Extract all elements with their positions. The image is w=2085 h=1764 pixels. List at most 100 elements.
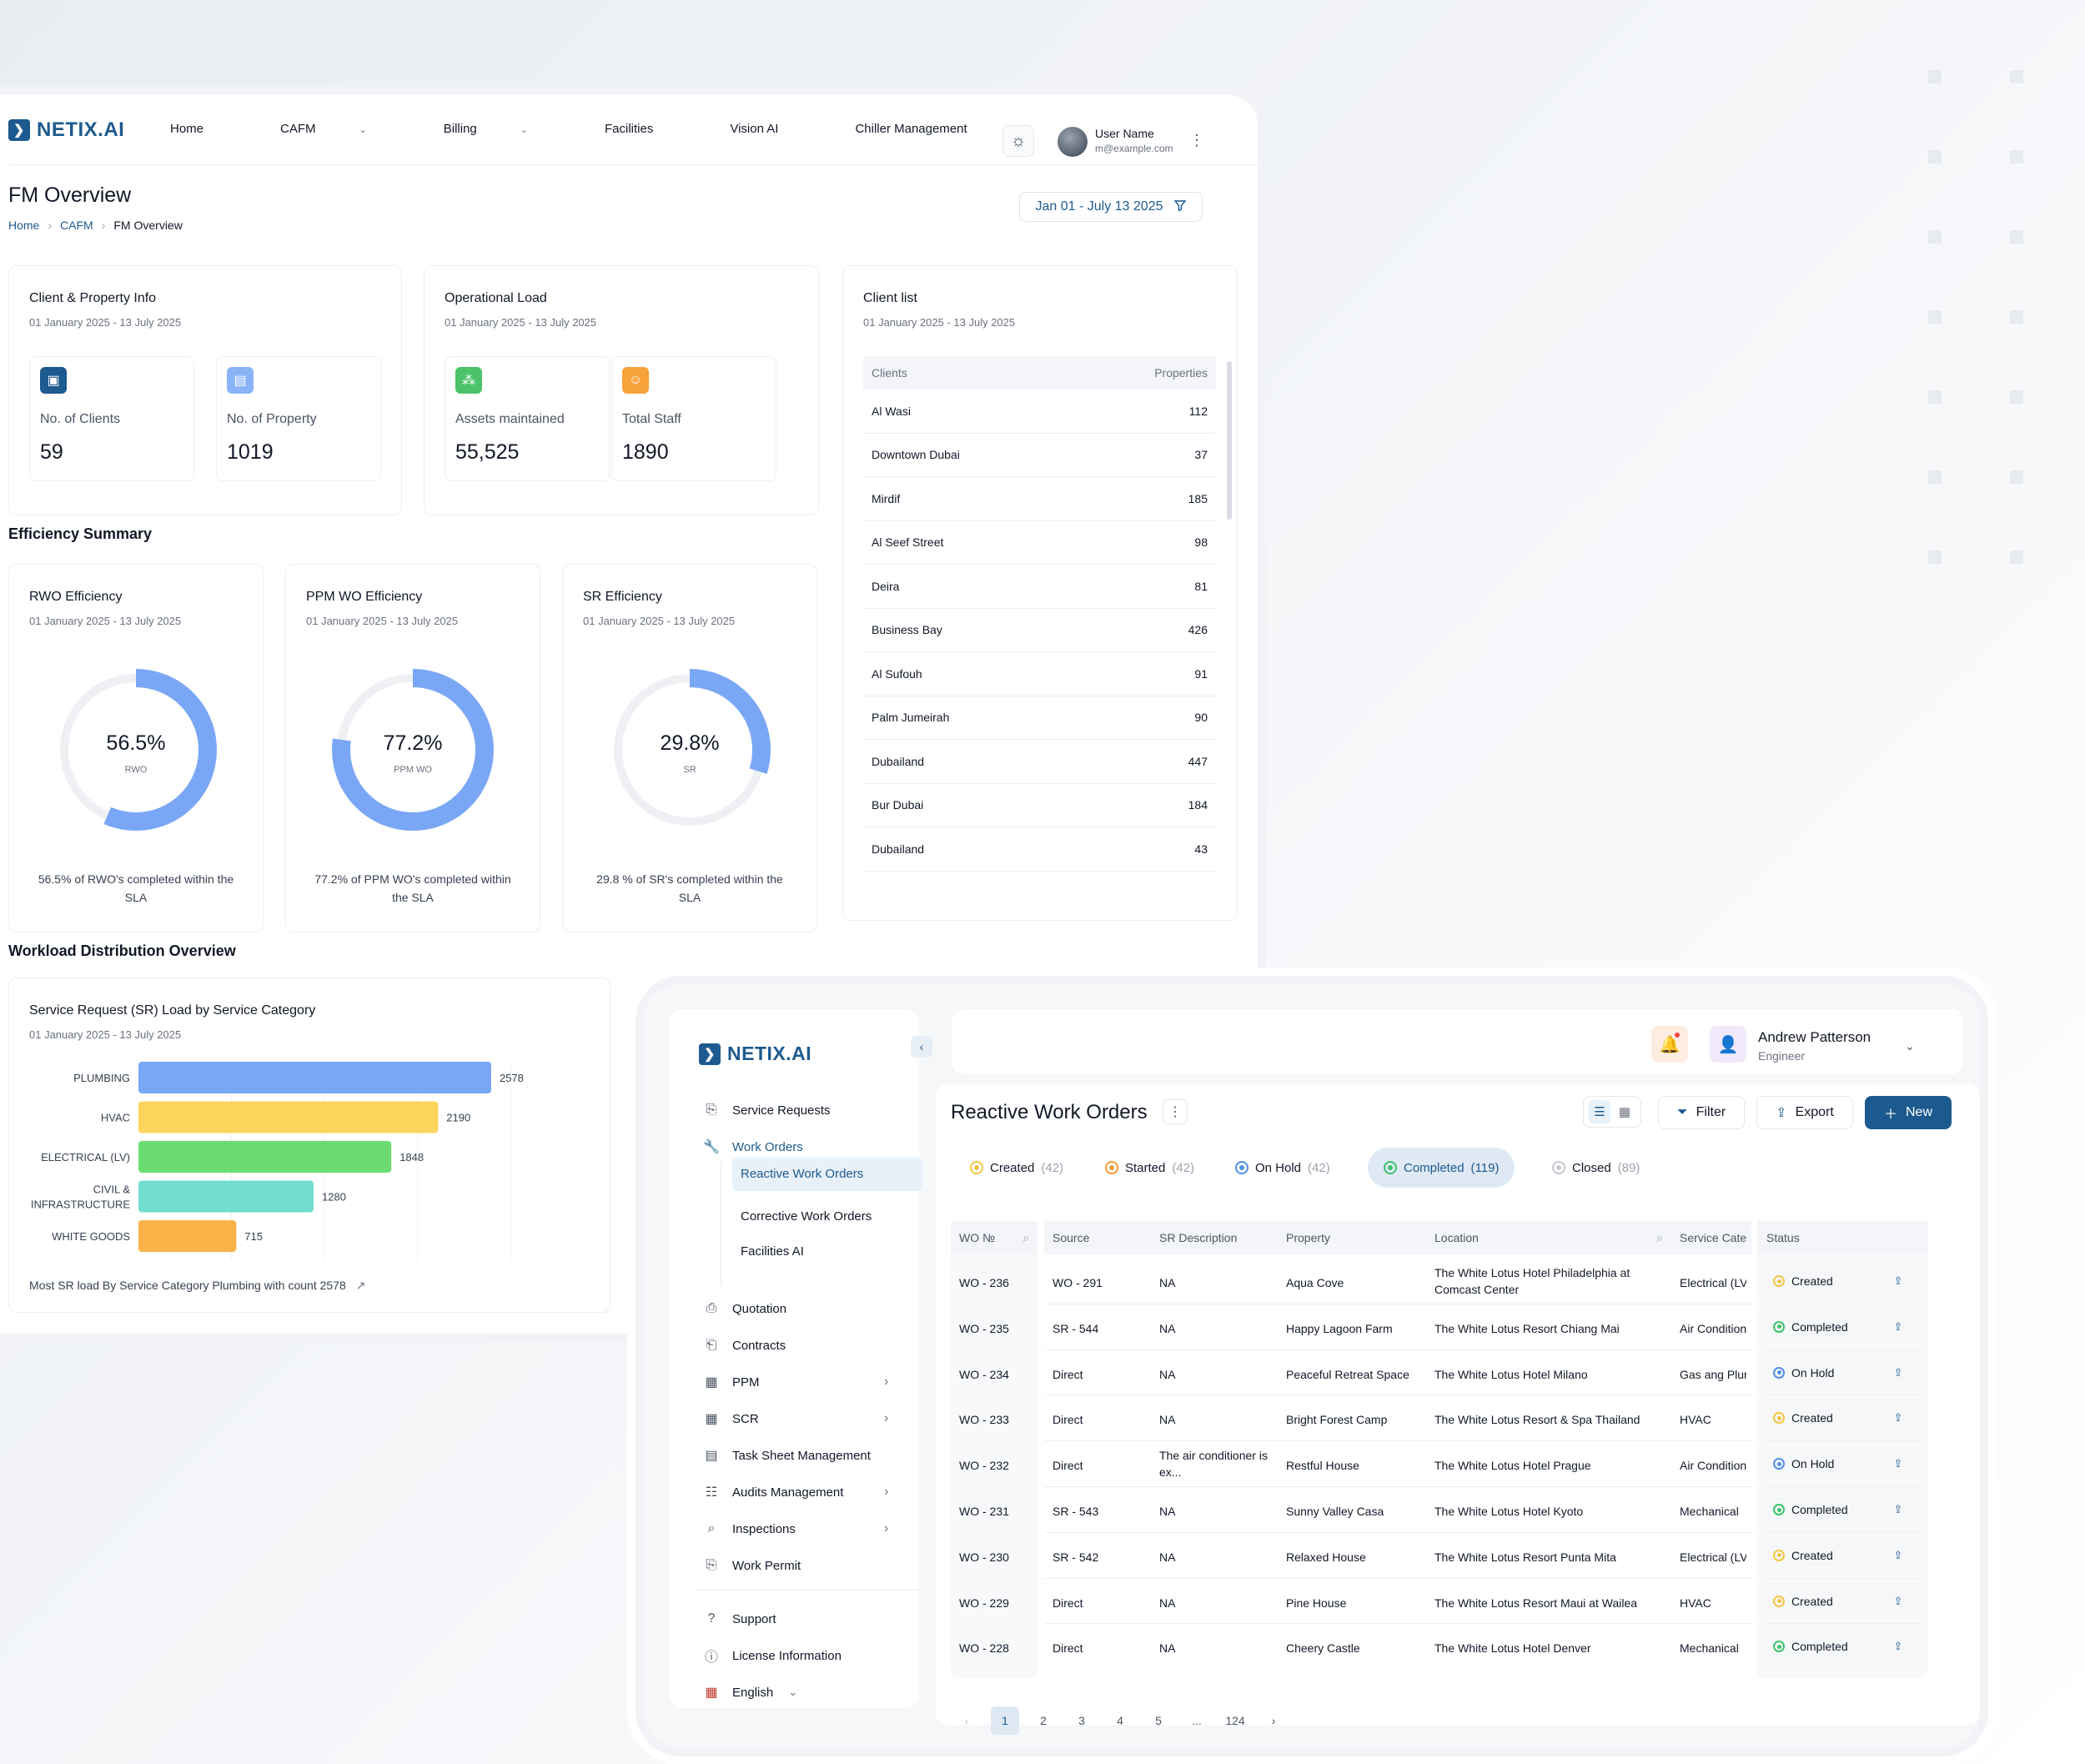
- row-action-icon[interactable]: ⇪: [1887, 1406, 1910, 1430]
- client-name: Dubailand: [872, 754, 925, 768]
- status-tab-completed[interactable]: Completed (119): [1368, 1148, 1515, 1188]
- cell-location: The White Lotus Hotel Milano: [1434, 1367, 1588, 1381]
- nav-item-billing[interactable]: Billing ⌄: [444, 122, 566, 136]
- table-row[interactable]: Bur Dubai 184: [863, 784, 1216, 827]
- row-action-icon[interactable]: ⇪: [1887, 1635, 1910, 1659]
- row-action-icon[interactable]: ⇪: [1887, 1314, 1910, 1339]
- table-row[interactable]: Palm Jumeirah 90: [863, 696, 1216, 740]
- contact-card-icon: ▣: [40, 367, 67, 394]
- chevron-down-icon[interactable]: ⌄: [1905, 1039, 1915, 1053]
- cell-wo[interactable]: WO - 231: [959, 1505, 1009, 1518]
- sidebar-item-quotation[interactable]: ⎙ Quotation: [702, 1299, 786, 1318]
- nav-item-vision-ai[interactable]: Vision AI: [730, 122, 816, 136]
- search-icon[interactable]: ⌕: [1656, 1230, 1663, 1244]
- page-number[interactable]: 3: [1078, 1714, 1085, 1727]
- table-row[interactable]: Al Wasi 112: [863, 389, 1216, 434]
- avatar[interactable]: [1058, 127, 1088, 157]
- cell-wo[interactable]: WO - 230: [959, 1550, 1009, 1564]
- column-header-properties[interactable]: Properties: [1154, 366, 1208, 379]
- submenu-corrective-work-orders[interactable]: Corrective Work Orders: [741, 1209, 872, 1224]
- status-tab-on-hold[interactable]: On Hold (42): [1219, 1148, 1346, 1188]
- cell-wo[interactable]: WO - 234: [959, 1367, 1009, 1381]
- status-tab-started[interactable]: Started (42): [1089, 1148, 1210, 1188]
- cell-wo[interactable]: WO - 228: [959, 1641, 1009, 1656]
- status-tab-created[interactable]: Created (42): [954, 1148, 1079, 1188]
- column-header[interactable]: Location ⌕: [1426, 1221, 1671, 1254]
- sidebar-item-scr[interactable]: ▦ SCR ›: [702, 1410, 888, 1428]
- column-header[interactable]: SR Description: [1151, 1221, 1278, 1254]
- filter-button[interactable]: ⏷ Filter: [1658, 1096, 1745, 1129]
- breadcrumb-cafm[interactable]: CAFM: [60, 219, 93, 232]
- nav-item-facilities[interactable]: Facilities: [605, 122, 691, 136]
- user-avatar-icon[interactable]: 👤: [1710, 1026, 1746, 1063]
- column-header[interactable]: Status: [1758, 1221, 1928, 1254]
- view-toggle: ☰ ▦: [1583, 1096, 1641, 1128]
- sidebar-item-license-information[interactable]: ⓘ License Information: [702, 1646, 842, 1666]
- page-number[interactable]: 2: [1040, 1714, 1047, 1727]
- date-range-filter[interactable]: Jan 01 - July 13 2025: [1019, 192, 1203, 222]
- row-action-icon[interactable]: ⇪: [1887, 1543, 1910, 1567]
- cell-service: Electrical (LV: [1680, 1276, 1746, 1289]
- page-number[interactable]: 5: [1155, 1714, 1162, 1727]
- table-row[interactable]: Dubailand 447: [863, 740, 1216, 784]
- submenu-facilities-ai[interactable]: Facilities AI: [741, 1244, 804, 1259]
- sidebar-item-support[interactable]: ? Support: [702, 1610, 776, 1628]
- more-options-icon[interactable]: ⋮: [1163, 1099, 1188, 1124]
- sidebar-item-contracts[interactable]: ⎗ Contracts: [702, 1336, 786, 1354]
- sidebar-item-inspections[interactable]: ⌕ Inspections ›: [702, 1520, 889, 1538]
- row-action-icon[interactable]: ⇪: [1887, 1498, 1910, 1521]
- sidebar-item-english[interactable]: ▦ English ⌄: [702, 1683, 797, 1701]
- cell-wo[interactable]: WO - 235: [959, 1321, 1009, 1335]
- nav-item-cafm[interactable]: CAFM ⌄: [280, 122, 405, 136]
- table-row[interactable]: Al Sufouh 91: [863, 652, 1216, 696]
- netix-logo-icon: ❯: [699, 1043, 721, 1065]
- user-name[interactable]: Andrew Patterson: [1758, 1029, 1871, 1045]
- grid-view-icon[interactable]: ▦: [1618, 1105, 1631, 1119]
- table-row[interactable]: Mirdif 185: [863, 477, 1216, 521]
- row-action-icon[interactable]: ⇪: [1887, 1452, 1910, 1476]
- column-header[interactable]: WO № ⌕: [951, 1221, 1037, 1254]
- cell-wo[interactable]: WO - 236: [959, 1276, 1009, 1289]
- table-row[interactable]: Dubailand 43: [863, 827, 1216, 872]
- collapse-sidebar-chevron-left-icon[interactable]: ‹: [911, 1036, 932, 1058]
- notification-bell-icon[interactable]: 🔔: [1651, 1026, 1688, 1063]
- search-icon[interactable]: ⌕: [1022, 1230, 1029, 1244]
- more-options-icon[interactable]: ⋮: [1189, 132, 1204, 148]
- next-page-icon[interactable]: ›: [1271, 1714, 1276, 1727]
- prev-page-icon[interactable]: ‹: [964, 1714, 969, 1727]
- row-action-icon[interactable]: ⇪: [1887, 1589, 1910, 1613]
- table-row[interactable]: Al Seef Street 98: [863, 521, 1216, 565]
- nav-item-home[interactable]: Home: [170, 122, 242, 136]
- cell-wo[interactable]: WO - 232: [959, 1459, 1009, 1473]
- sidebar-item-task-sheet-management[interactable]: ▤ Task Sheet Management: [702, 1446, 871, 1465]
- column-header[interactable]: Source: [1044, 1221, 1151, 1254]
- page-number[interactable]: 4: [1117, 1714, 1123, 1727]
- sidebar-item-work-orders[interactable]: 🔧 Work Orders: [702, 1138, 803, 1156]
- cell-wo[interactable]: WO - 229: [959, 1596, 1009, 1610]
- status-tab-closed[interactable]: Closed (89): [1536, 1148, 1655, 1188]
- page-number[interactable]: 124: [1225, 1714, 1245, 1727]
- scrollbar[interactable]: [1227, 361, 1232, 520]
- cell-wo[interactable]: WO - 233: [959, 1413, 1009, 1427]
- sidebar-item-ppm[interactable]: ▦ PPM ›: [702, 1373, 888, 1391]
- table-row[interactable]: Business Bay 426: [863, 609, 1216, 652]
- row-action-icon[interactable]: ⇪: [1887, 1269, 1910, 1293]
- export-button[interactable]: ⇪ Export: [1756, 1096, 1853, 1129]
- theme-toggle-sun-icon[interactable]: ☼: [1002, 125, 1034, 157]
- sidebar-item-audits-management[interactable]: ☷ Audits Management ›: [702, 1483, 889, 1501]
- page-number[interactable]: 1: [991, 1706, 1019, 1735]
- submenu-reactive-work-orders[interactable]: Reactive Work Orders: [732, 1158, 922, 1191]
- sidebar-item-service-requests[interactable]: ⎘ Service Requests: [702, 1101, 831, 1119]
- column-header-clients[interactable]: Clients: [872, 366, 907, 379]
- column-header[interactable]: Service Cate: [1671, 1221, 1751, 1254]
- table-row[interactable]: Downtown Dubai 37: [863, 434, 1216, 477]
- netix-logo[interactable]: ❯ NETIX.AI: [8, 118, 124, 142]
- sidebar-item-work-permit[interactable]: ⎘ Work Permit: [702, 1556, 801, 1575]
- breadcrumb-home[interactable]: Home: [8, 219, 40, 232]
- netix-logo[interactable]: ❯ NETIX.AI: [699, 1043, 811, 1065]
- new-button[interactable]: ＋ New: [1865, 1096, 1952, 1129]
- table-row[interactable]: Deira 81: [863, 565, 1216, 609]
- row-action-icon[interactable]: ⇪: [1887, 1360, 1910, 1385]
- column-header[interactable]: Property: [1278, 1221, 1426, 1254]
- list-view-icon[interactable]: ☰: [1589, 1100, 1610, 1123]
